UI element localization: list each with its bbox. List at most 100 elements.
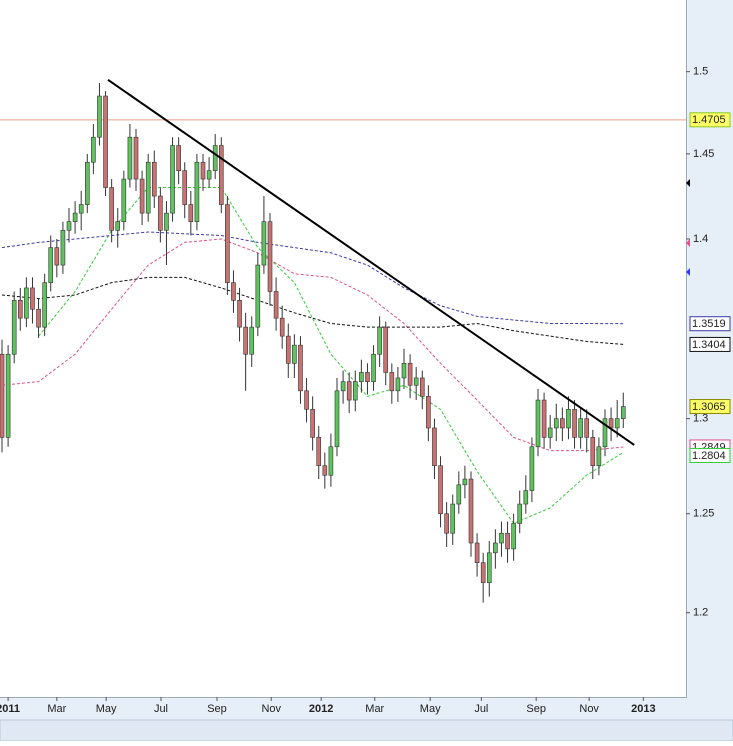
candle-body (608, 418, 614, 429)
x-tick-label: Sep (526, 703, 546, 715)
candle-body (322, 465, 328, 476)
price-label-box (689, 316, 731, 332)
plot-area (0, 0, 686, 697)
candle-body (5, 353, 11, 438)
candle-body (194, 161, 200, 222)
candle-body (48, 247, 54, 283)
candle-body (292, 344, 297, 364)
candle-body (377, 326, 382, 355)
candle-body (109, 187, 114, 231)
candle-body (170, 145, 175, 214)
x-tick-label: Jul (474, 703, 488, 715)
y-tick-label: 1.25 (693, 508, 714, 520)
candle-body (127, 136, 133, 180)
candle-body (54, 247, 60, 266)
price-label: 1.3065 (692, 401, 726, 413)
candle-body (474, 542, 480, 564)
price-label-box (689, 336, 731, 352)
candle-body (346, 381, 352, 401)
x-tick-label: May (420, 703, 441, 715)
candle-body (505, 532, 510, 550)
candle-body (218, 145, 224, 205)
candle-body (535, 399, 541, 448)
candle-body (78, 204, 84, 214)
candle-body (432, 427, 437, 467)
moving-average (38, 187, 624, 525)
x-tick-label: Nov (579, 703, 599, 715)
candle-body (553, 418, 559, 429)
y-tick-label: 1.45 (693, 148, 714, 160)
candle-body (17, 300, 23, 319)
candle-body (164, 212, 169, 231)
x-tick-label: 2013 (631, 703, 655, 715)
candle-body (304, 390, 309, 410)
candle-body (200, 161, 206, 180)
candle-body (486, 552, 492, 583)
price-label-box (689, 112, 731, 128)
moving-average (1, 231, 624, 325)
candle-body (480, 562, 486, 583)
candle-body (584, 418, 590, 438)
candle-body (145, 161, 151, 214)
candle-body (121, 178, 127, 222)
scrollbar[interactable] (0, 719, 733, 742)
price-label: 1.2804 (692, 450, 726, 462)
candle-body (560, 418, 565, 429)
candle-body (212, 145, 218, 171)
candle-body (72, 212, 78, 222)
candle-body (11, 300, 17, 355)
candle-body (407, 363, 413, 386)
candle-body (395, 377, 401, 392)
plot (0, 78, 686, 603)
candle-body (602, 418, 608, 448)
y-tick-label: 1.2 (693, 607, 708, 619)
candle-body (24, 287, 29, 319)
candle-body (60, 230, 66, 266)
candle-body (36, 308, 41, 328)
candle-body (462, 478, 468, 486)
candle-body (310, 409, 315, 438)
candle-body (328, 446, 334, 476)
candle-body (371, 353, 376, 382)
x-tick-label: Nov (261, 703, 281, 715)
candle-body (359, 372, 364, 382)
candle-body (249, 326, 255, 355)
y-tick-label: 1.3 (693, 413, 708, 425)
candle-body (468, 478, 474, 544)
candle-body (389, 372, 395, 392)
candle-body (383, 326, 389, 373)
candle-body (0, 353, 5, 438)
candle-body (620, 406, 626, 419)
candle-body (419, 377, 425, 397)
candle-body (237, 300, 242, 328)
candle-body (243, 326, 248, 355)
candle-body (529, 446, 535, 491)
candle-body (340, 381, 346, 392)
candle-body (298, 344, 303, 392)
candle-body (285, 335, 291, 364)
x-tick-label: Jul (154, 703, 168, 715)
candle-body (365, 372, 370, 382)
candle-body (115, 221, 121, 231)
candle-body (541, 399, 547, 438)
y-axis-panel (687, 0, 733, 741)
candle-body (450, 503, 456, 534)
candle-body (511, 523, 516, 550)
candle-body (438, 465, 443, 515)
candle-body (572, 409, 577, 438)
candle-body (352, 381, 358, 401)
candle-body (596, 446, 602, 467)
candle-body (590, 437, 596, 467)
candle-body (426, 396, 431, 429)
candle-body (66, 221, 72, 231)
price-label-box (689, 447, 731, 463)
candle-body (139, 178, 145, 214)
price-label: 1.3519 (692, 318, 726, 330)
candle-body (547, 427, 553, 438)
candle-body (206, 170, 212, 180)
candle-body (42, 282, 47, 328)
candle-body (133, 136, 139, 180)
price-label: 1.4705 (692, 114, 726, 126)
x-tick-label: May (96, 703, 117, 715)
